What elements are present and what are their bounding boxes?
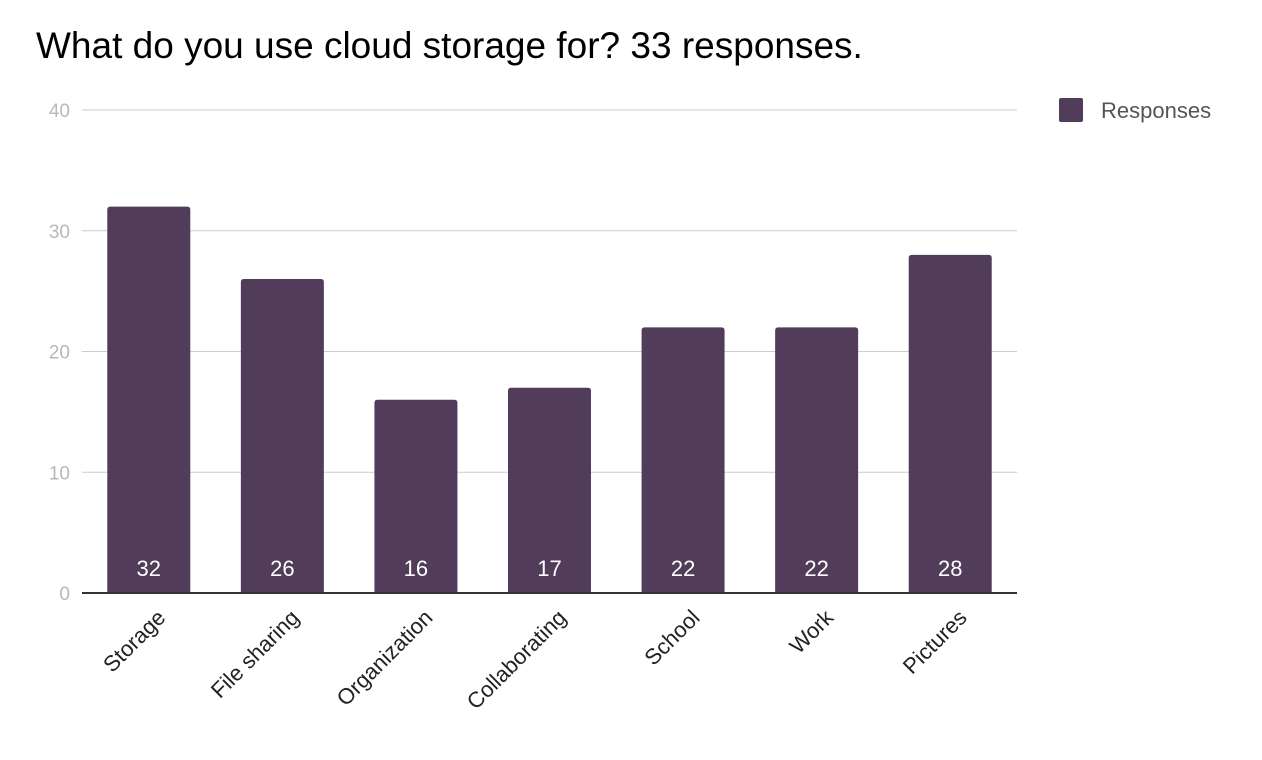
data-label: 28 — [938, 556, 962, 581]
bar — [508, 387, 591, 593]
x-tick-label: Collaborating — [462, 605, 571, 714]
bars — [107, 206, 992, 593]
legend-swatch — [1059, 98, 1083, 122]
chart-title: What do you use cloud storage for? 33 re… — [36, 25, 863, 66]
y-tick-label: 10 — [49, 463, 70, 484]
legend-label: Responses — [1101, 98, 1211, 123]
y-tick-label: 0 — [59, 584, 70, 605]
data-label: 32 — [137, 556, 161, 581]
data-labels: 32 26 16 17 22 22 28 — [137, 556, 963, 581]
data-label: 16 — [404, 556, 428, 581]
bar — [908, 254, 992, 593]
x-tick-label: Pictures — [898, 605, 972, 679]
bar — [107, 206, 191, 593]
legend: Responses — [1059, 98, 1211, 123]
x-tick-label: File sharing — [206, 605, 304, 703]
bar — [374, 399, 458, 593]
y-tick-label: 30 — [49, 222, 70, 243]
data-label: 22 — [671, 556, 695, 581]
bar — [641, 327, 725, 593]
data-label: 17 — [537, 556, 561, 581]
x-tick-label: Organization — [332, 605, 438, 711]
x-tick-label: Storage — [98, 605, 170, 677]
data-label: 26 — [270, 556, 294, 581]
bar — [240, 279, 324, 593]
y-axis-ticks: 0 10 20 30 40 — [49, 101, 70, 605]
x-tick-label: School — [639, 605, 704, 670]
x-tick-label: Work — [784, 604, 838, 658]
bar — [775, 327, 859, 593]
data-label: 22 — [804, 556, 828, 581]
y-tick-label: 20 — [49, 343, 70, 364]
y-tick-label: 40 — [49, 101, 70, 122]
x-axis-ticks: Storage File sharing Organization Collabora… — [98, 604, 972, 714]
